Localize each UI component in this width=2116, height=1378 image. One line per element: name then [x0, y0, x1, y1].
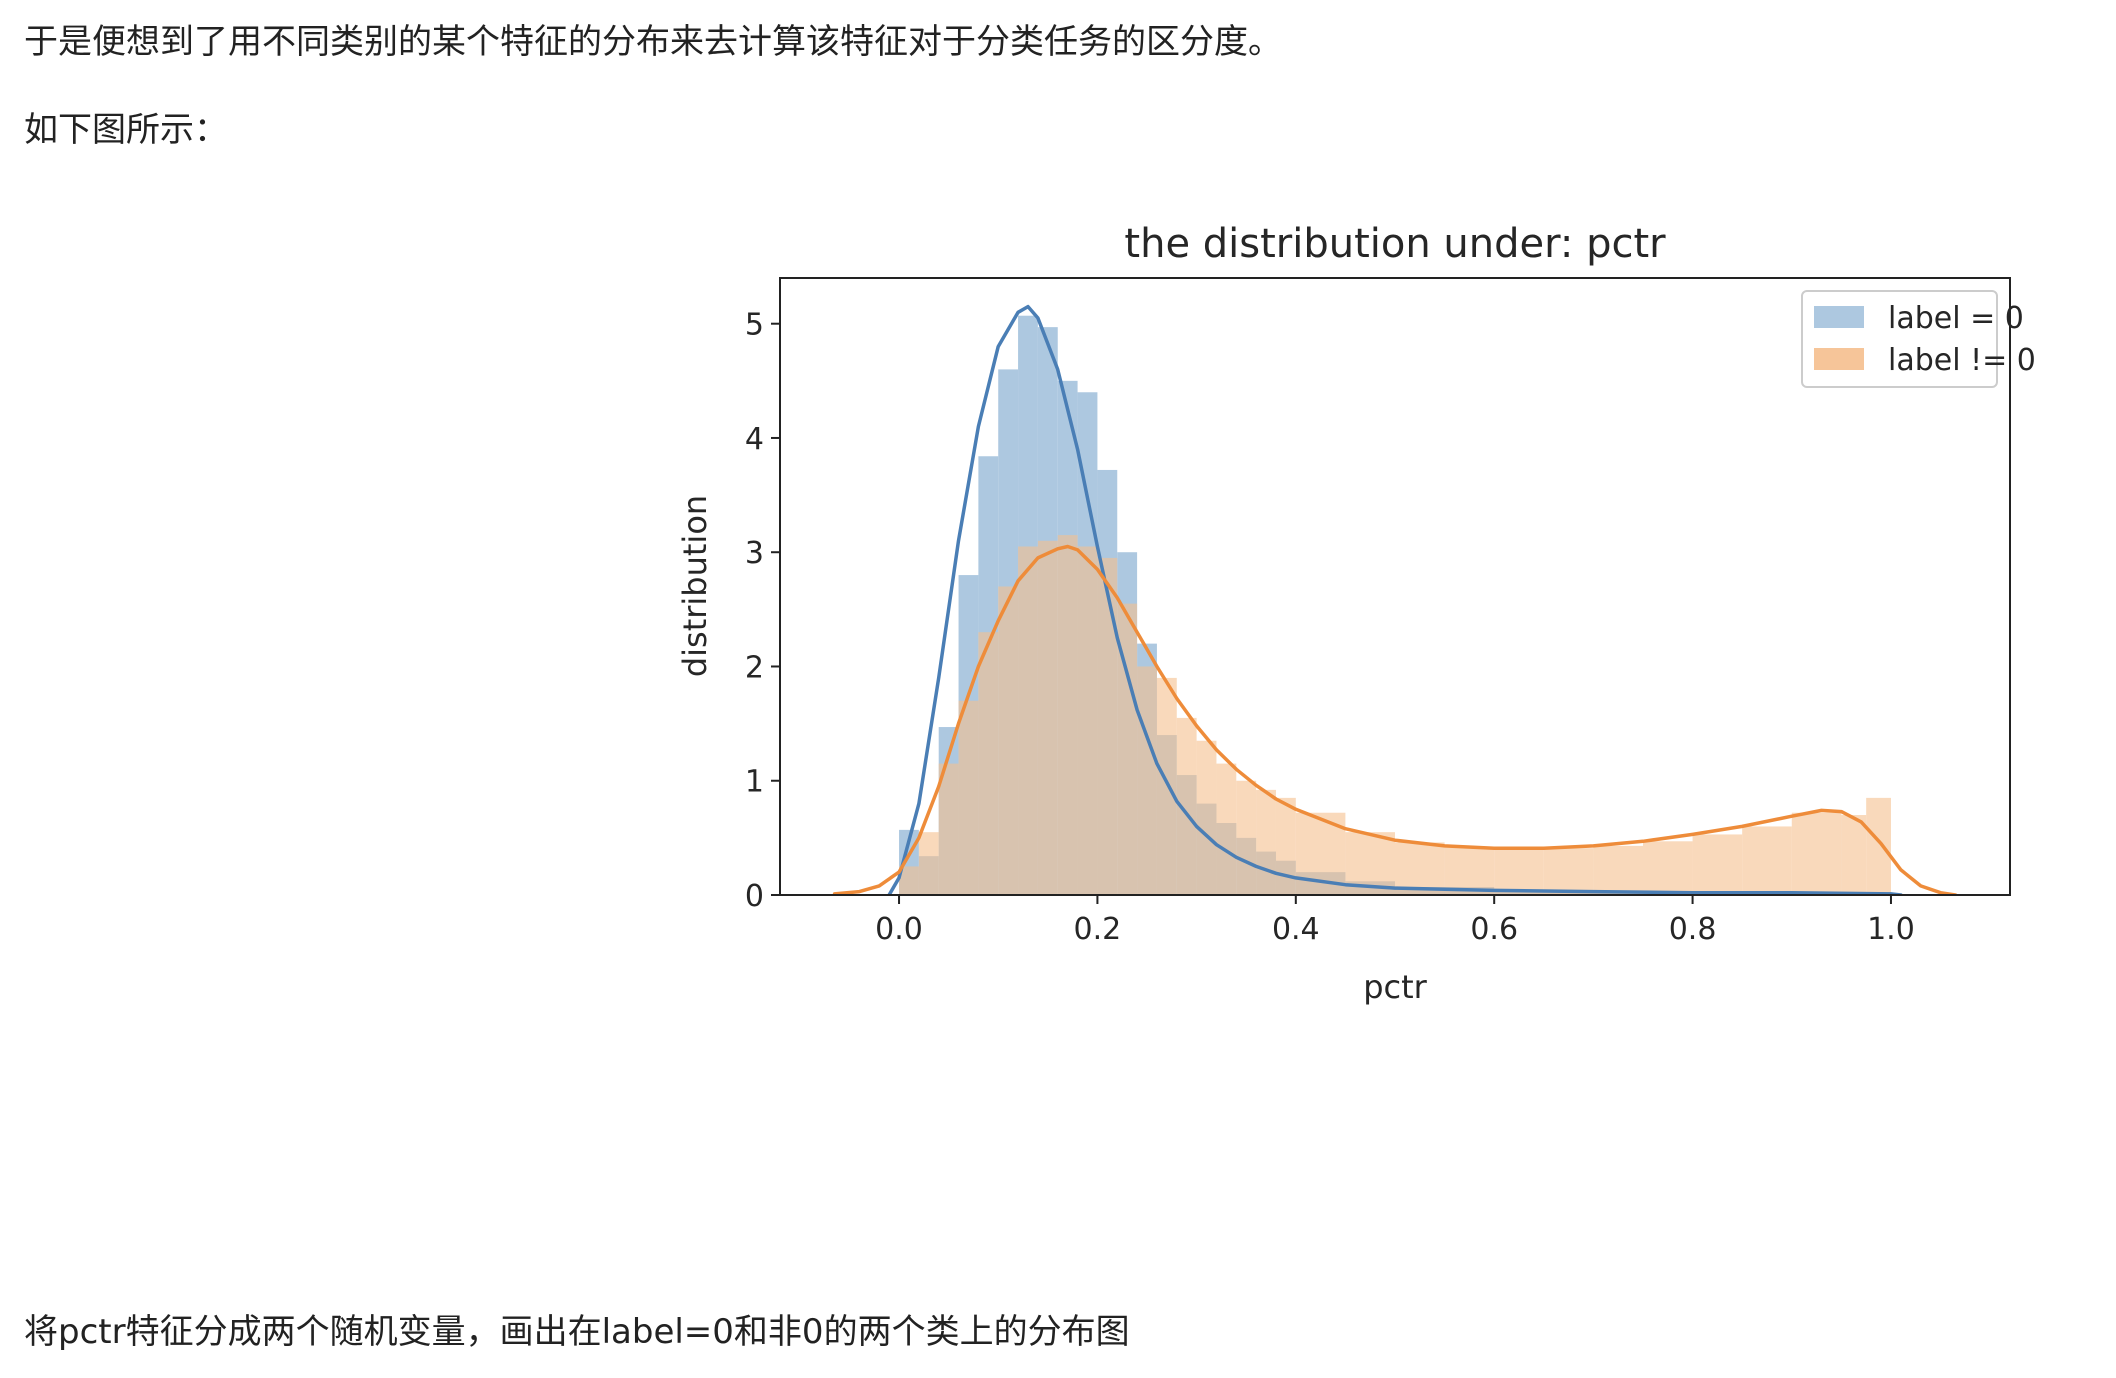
- histogram-bar: [958, 700, 979, 895]
- y-tick-label: 4: [745, 422, 764, 457]
- intro-paragraph: 于是便想到了用不同类别的某个特征的分布来去计算该特征对于分类任务的区分度。: [24, 22, 1282, 62]
- histogram-bar: [918, 832, 939, 895]
- distribution-chart: the distribution under: pctr 0.0 0.2 0.4 0.…: [676, 221, 2036, 1006]
- histogram-bar: [1176, 717, 1197, 895]
- histogram-bar: [1057, 535, 1078, 895]
- histogram-bar: [1275, 797, 1296, 895]
- histogram-bar: [1018, 546, 1038, 895]
- x-tick-label: 0.0: [875, 912, 923, 947]
- conclusion-paragraph: 将pctr特征分成两个随机变量，画出在label=0和非0的两个类上的分布图: [24, 1312, 1130, 1352]
- histogram-bar: [1256, 789, 1276, 895]
- legend-swatch: [1814, 306, 1864, 328]
- x-tick-label: 1.0: [1867, 912, 1915, 947]
- histogram-bar: [1444, 847, 1495, 895]
- histogram-bar: [1117, 603, 1138, 895]
- legend-label: label = 0: [1888, 301, 2024, 336]
- histogram-bar: [1156, 677, 1177, 895]
- x-tick-label: 0.2: [1074, 912, 1122, 947]
- histogram-bar: [998, 586, 1019, 895]
- plot-frame: [779, 277, 2011, 896]
- x-tick-label: 0.8: [1669, 912, 1717, 947]
- x-tick-label: 0.4: [1272, 912, 1320, 947]
- histogram-bar: [1494, 848, 1544, 895]
- legend: label = 0 label != 0: [1801, 290, 2036, 388]
- y-tick-label: 5: [745, 308, 764, 343]
- kde-line-series-1: [832, 544, 1958, 895]
- histogram-bar: [899, 866, 919, 895]
- figure-intro-text: 如下图所示：: [24, 110, 228, 150]
- histogram-bar: [1137, 666, 1157, 895]
- kde-line-series-0: [887, 304, 1903, 895]
- histogram-bar: [1097, 557, 1118, 895]
- histogram-bar: [1791, 812, 1842, 895]
- series-1-bars: [899, 535, 1891, 895]
- y-tick-label: 2: [745, 650, 764, 685]
- histogram-bar: [1593, 845, 1643, 895]
- histogram-bar: [1866, 797, 1891, 895]
- legend-swatch: [1814, 348, 1864, 370]
- y-axis-label: distribution: [676, 495, 714, 677]
- histogram-bar: [1642, 841, 1693, 895]
- histogram-bar: [1543, 848, 1594, 895]
- x-tick-label: 0.6: [1470, 912, 1518, 947]
- chart-title: the distribution under: pctr: [1124, 221, 1666, 267]
- histogram-bar: [1395, 842, 1445, 895]
- y-tick-label: 1: [745, 765, 764, 800]
- histogram-bar: [1037, 540, 1058, 895]
- histogram-bar: [1841, 815, 1867, 895]
- histogram-bar: [1742, 826, 1792, 895]
- histogram-bar: [938, 763, 959, 895]
- histogram-bar: [1077, 546, 1098, 895]
- histogram-bar: [1692, 834, 1743, 895]
- histogram-bar: [1216, 763, 1237, 895]
- histogram-bar: [1236, 780, 1257, 895]
- histogram-bar: [978, 632, 999, 895]
- histogram-bar: [1196, 740, 1217, 895]
- legend-label: label != 0: [1888, 343, 2036, 378]
- y-tick-label: 3: [745, 536, 764, 571]
- y-tick-label: 0: [745, 879, 764, 914]
- x-axis-label: pctr: [1363, 968, 1427, 1006]
